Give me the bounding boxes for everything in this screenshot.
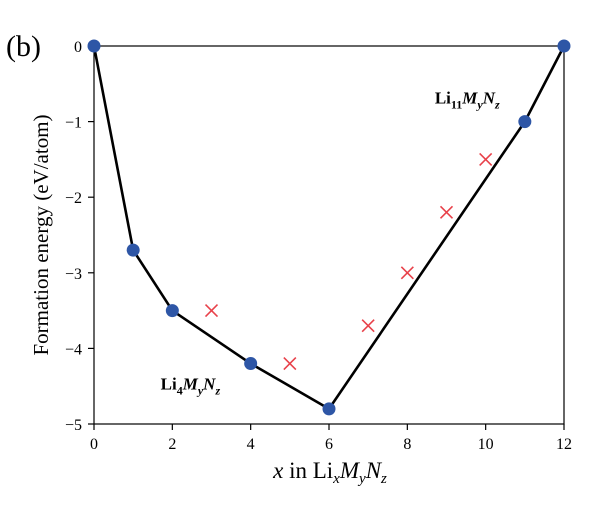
x-axis-label: x in LixMyNz <box>272 458 387 487</box>
y-tick-label: −1 <box>65 115 82 132</box>
x-axis-label-sub-x: x <box>332 471 340 487</box>
x-axis-label-sub-y: y <box>357 471 366 487</box>
x-tick-label: 12 <box>556 436 572 453</box>
y-axis-label: Formation energy (eV/atom) <box>29 114 53 355</box>
hull-point <box>165 304 179 318</box>
y-tick-label: −5 <box>65 417 82 434</box>
metastable-points <box>204 152 493 371</box>
x-axis-label-n: N <box>365 458 383 483</box>
x-tick-label: 2 <box>168 436 176 453</box>
metastable-point <box>439 205 454 219</box>
x-axis-label-sub-z: z <box>380 471 387 487</box>
y-tick-label: −4 <box>65 341 82 358</box>
x-tick-label: 10 <box>478 436 494 453</box>
x-tick-label: 0 <box>90 436 98 453</box>
hull-point <box>322 402 336 416</box>
metastable-point <box>479 152 493 166</box>
compound-annotation: Li4MyNz <box>161 375 221 398</box>
x-axis-label-pre: in Li <box>283 458 333 483</box>
y-tick-label: 0 <box>74 39 82 56</box>
hull-point <box>126 243 140 257</box>
y-tick-label: −3 <box>65 266 82 283</box>
x-axis-label-var: x <box>272 458 284 483</box>
y-axis-ticks: 0 −1 −2 −3 −4 −5 <box>65 39 94 434</box>
x-tick-label: 8 <box>403 436 411 453</box>
hull-point <box>557 39 571 53</box>
panel-label: (b) <box>6 30 41 63</box>
metastable-point <box>204 304 219 318</box>
metastable-point <box>283 356 297 371</box>
x-tick-label: 4 <box>247 436 255 453</box>
metastable-point <box>400 266 414 280</box>
compound-annotation: Li11MyNz <box>435 89 500 112</box>
hull-point <box>87 39 101 53</box>
annotations: Li4MyNz Li11MyNz <box>161 89 500 398</box>
x-tick-label: 6 <box>325 436 333 453</box>
hull-point <box>244 357 258 371</box>
hull-points <box>87 39 571 416</box>
x-axis-ticks: 0 2 4 6 8 10 12 <box>90 424 572 453</box>
hull-point <box>518 115 532 129</box>
y-tick-label: −2 <box>65 190 82 207</box>
x-axis-label-m: M <box>339 458 361 483</box>
metastable-point <box>361 319 375 333</box>
